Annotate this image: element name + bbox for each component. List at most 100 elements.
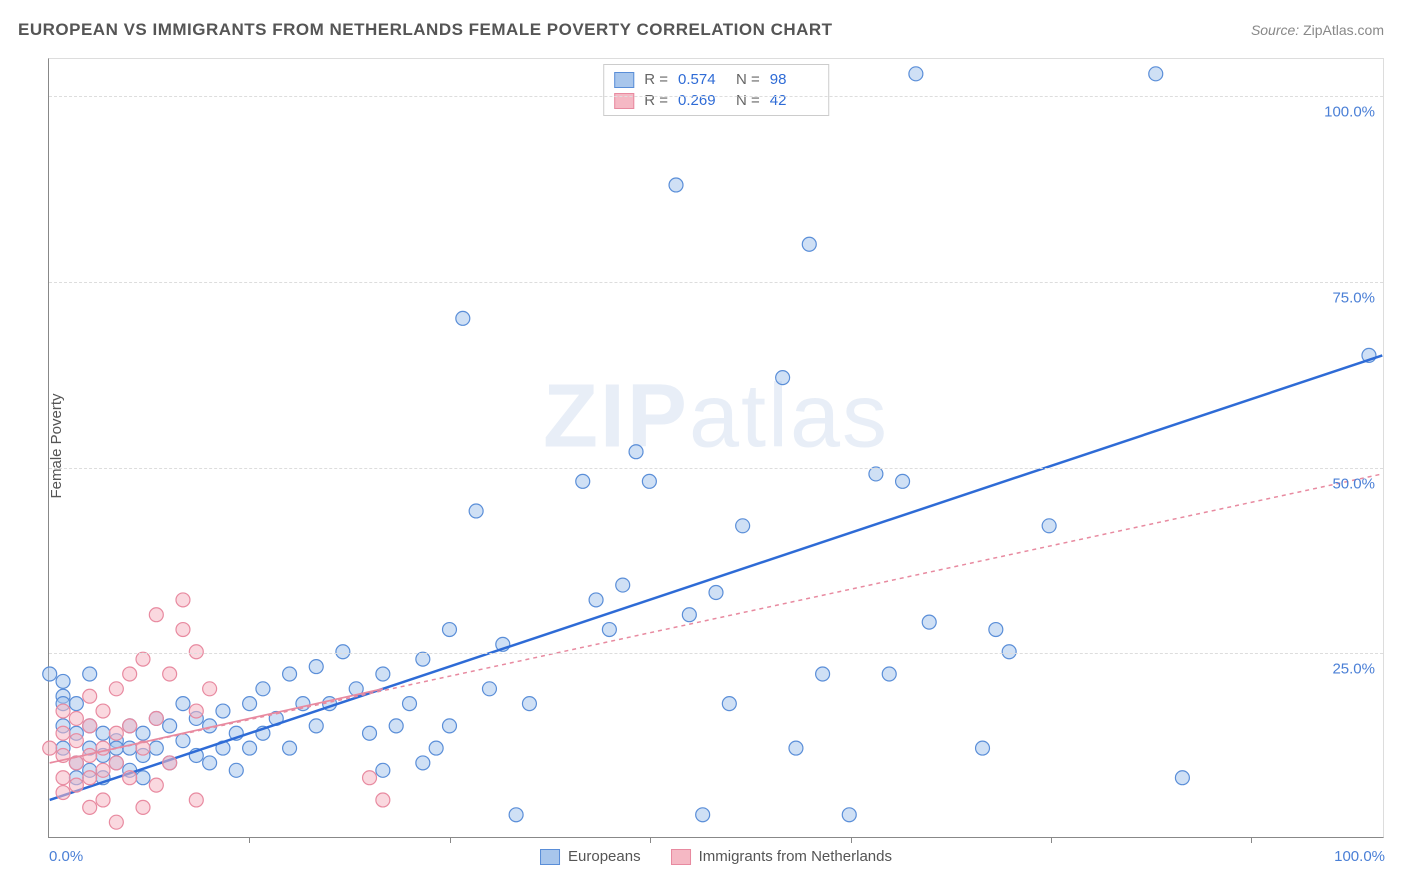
scatter-point — [642, 474, 656, 488]
scatter-point — [363, 726, 377, 740]
scatter-point — [83, 667, 97, 681]
x-tick-mark — [851, 837, 852, 843]
scatter-point — [69, 778, 83, 792]
scatter-point — [283, 667, 297, 681]
scatter-point — [56, 674, 70, 688]
scatter-point — [176, 697, 190, 711]
scatter-point — [69, 697, 83, 711]
legend-item: Europeans — [540, 848, 641, 865]
scatter-svg — [49, 59, 1383, 837]
y-tick-label: 50.0% — [1332, 475, 1375, 492]
scatter-point — [96, 704, 110, 718]
scatter-point — [469, 504, 483, 518]
scatter-point — [149, 741, 163, 755]
stat-n-value: 98 — [770, 71, 818, 88]
legend-item: Immigrants from Netherlands — [671, 848, 892, 865]
scatter-point — [83, 719, 97, 733]
legend-label: Europeans — [568, 848, 641, 865]
scatter-point — [56, 704, 70, 718]
scatter-point — [443, 719, 457, 733]
scatter-point — [149, 608, 163, 622]
gridline-horizontal — [49, 282, 1383, 283]
scatter-point — [243, 697, 257, 711]
scatter-point — [602, 623, 616, 637]
scatter-point — [243, 741, 257, 755]
scatter-point — [736, 519, 750, 533]
scatter-point — [522, 697, 536, 711]
scatter-point — [136, 771, 150, 785]
scatter-point — [163, 719, 177, 733]
scatter-point — [509, 808, 523, 822]
scatter-point — [136, 652, 150, 666]
gridline-horizontal — [49, 468, 1383, 469]
x-tick-label: 0.0% — [49, 848, 83, 865]
scatter-point — [123, 771, 137, 785]
stats-row: R =0.269N =42 — [614, 90, 818, 111]
scatter-point — [283, 741, 297, 755]
legend-swatch — [540, 849, 560, 865]
scatter-point — [1175, 771, 1189, 785]
scatter-point — [256, 682, 270, 696]
scatter-point — [43, 741, 57, 755]
scatter-point — [989, 623, 1003, 637]
scatter-point — [96, 763, 110, 777]
scatter-point — [869, 467, 883, 481]
stats-row: R =0.574N =98 — [614, 69, 818, 90]
x-tick-mark — [1251, 837, 1252, 843]
scatter-point — [376, 793, 390, 807]
series-swatch — [614, 72, 634, 88]
source-attribution: Source: ZipAtlas.com — [1251, 22, 1384, 38]
scatter-point — [922, 615, 936, 629]
stats-legend-box: R = 0.574 N = 98 R =0.269N =42 — [603, 64, 829, 116]
scatter-point — [69, 734, 83, 748]
scatter-point — [669, 178, 683, 192]
y-tick-label: 25.0% — [1332, 661, 1375, 678]
scatter-point — [696, 808, 710, 822]
source-value: ZipAtlas.com — [1303, 22, 1384, 38]
scatter-point — [43, 667, 57, 681]
scatter-point — [56, 771, 70, 785]
trend-line — [50, 355, 1383, 800]
x-tick-mark — [249, 837, 250, 843]
stat-n-value: 42 — [770, 92, 818, 109]
chart-title: EUROPEAN VS IMMIGRANTS FROM NETHERLANDS … — [18, 20, 833, 40]
scatter-point — [629, 445, 643, 459]
stat-r-value: 0.574 — [678, 71, 726, 88]
scatter-point — [896, 474, 910, 488]
scatter-point — [909, 67, 923, 81]
scatter-point — [443, 623, 457, 637]
x-tick-mark — [1051, 837, 1052, 843]
scatter-point — [149, 778, 163, 792]
scatter-point — [429, 741, 443, 755]
scatter-point — [83, 771, 97, 785]
scatter-point — [882, 667, 896, 681]
scatter-point — [802, 237, 816, 251]
scatter-point — [589, 593, 603, 607]
scatter-point — [416, 756, 430, 770]
x-tick-label: 100.0% — [1334, 848, 1385, 865]
scatter-point — [109, 756, 123, 770]
scatter-point — [709, 586, 723, 600]
chart-plot-area: ZIPatlas R =0.574N =98R =0.269N =42 Euro… — [48, 58, 1384, 838]
legend-label: Immigrants from Netherlands — [699, 848, 892, 865]
scatter-point — [482, 682, 496, 696]
scatter-point — [363, 771, 377, 785]
stat-r-label: R = — [644, 92, 668, 109]
stat-n-label: N = — [736, 71, 760, 88]
scatter-point — [176, 623, 190, 637]
scatter-point — [616, 578, 630, 592]
x-tick-mark — [650, 837, 651, 843]
scatter-point — [109, 682, 123, 696]
scatter-point — [189, 645, 203, 659]
scatter-point — [403, 697, 417, 711]
gridline-horizontal — [49, 653, 1383, 654]
scatter-point — [149, 711, 163, 725]
scatter-point — [1149, 67, 1163, 81]
scatter-point — [96, 726, 110, 740]
trend-line — [50, 474, 1383, 763]
scatter-point — [336, 645, 350, 659]
scatter-point — [83, 800, 97, 814]
source-label: Source: — [1251, 22, 1299, 38]
scatter-point — [96, 793, 110, 807]
scatter-point — [416, 652, 430, 666]
